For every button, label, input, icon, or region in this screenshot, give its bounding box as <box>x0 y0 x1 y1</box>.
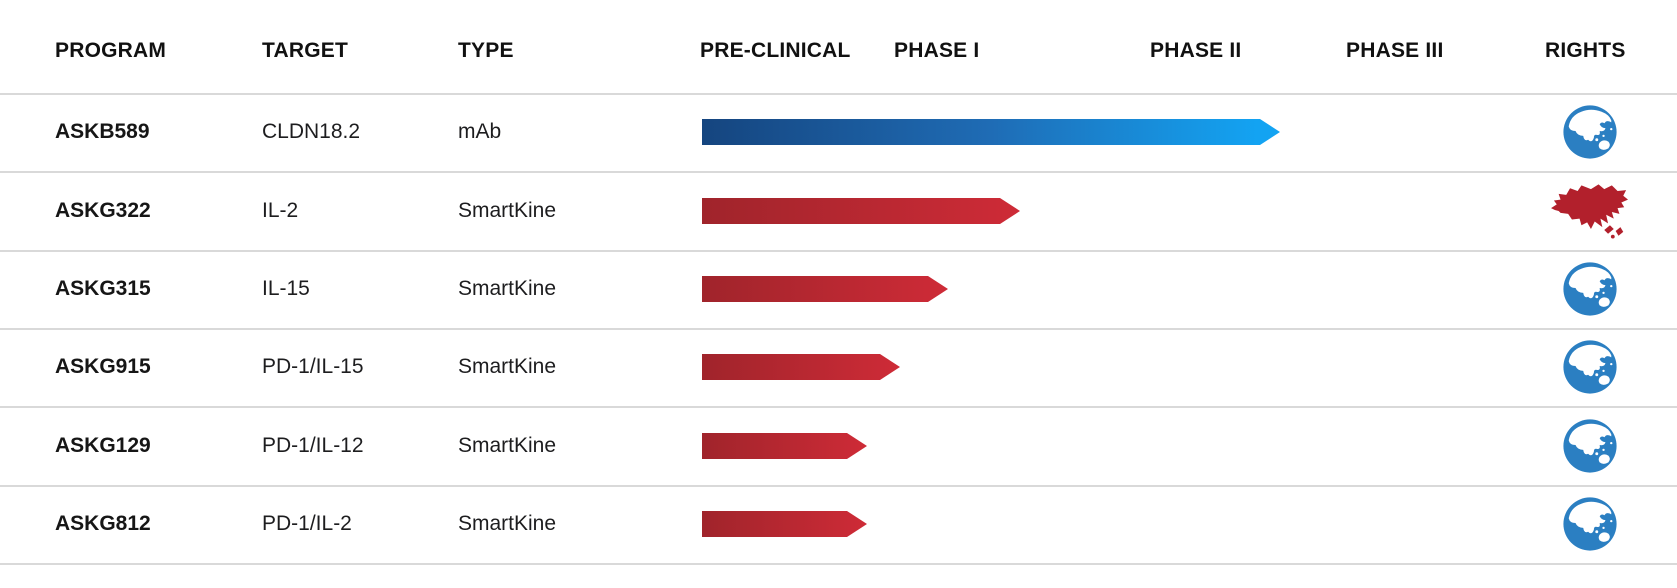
rights-cell <box>1561 260 1619 318</box>
rights-cell <box>1561 495 1619 553</box>
column-header-target: TARGET <box>262 39 348 62</box>
phase-progress-arrow <box>702 276 948 302</box>
column-header-type: TYPE <box>458 39 514 62</box>
pipeline-row-askb589: ASKB589 CLDN18.2 mAb <box>0 93 1677 173</box>
program-name: ASKB589 <box>55 120 150 143</box>
program-name: ASKG915 <box>55 355 151 378</box>
type-label: mAb <box>458 120 502 143</box>
column-header-phase-3: PHASE III <box>1346 39 1444 62</box>
globe-icon <box>1563 262 1617 316</box>
rights-cell <box>1561 103 1619 161</box>
target-label: PD-1/IL-15 <box>262 355 364 378</box>
column-header-phase-2: PHASE II <box>1150 39 1242 62</box>
type-label: SmartKine <box>458 355 557 378</box>
rights-cell <box>1550 183 1630 240</box>
program-name: ASKG812 <box>55 512 151 535</box>
target-label: CLDN18.2 <box>262 120 361 143</box>
column-header-preclinical: PRE-CLINICAL <box>700 39 851 62</box>
phase-progress-arrow <box>702 433 867 459</box>
phase-progress-arrow <box>702 354 900 380</box>
pipeline-row-askg129: ASKG129 PD-1/IL-12 SmartKine <box>0 407 1677 487</box>
phase-progress-arrow <box>702 511 867 537</box>
globe-icon <box>1563 497 1617 551</box>
program-name: ASKG129 <box>55 434 151 457</box>
column-header-rights: RIGHTS <box>1545 39 1626 62</box>
type-label: SmartKine <box>458 199 557 222</box>
globe-icon <box>1563 419 1617 473</box>
program-name: ASKG322 <box>55 199 151 222</box>
type-label: SmartKine <box>458 512 557 535</box>
target-label: IL-2 <box>262 199 299 222</box>
target-label: PD-1/IL-2 <box>262 512 352 535</box>
type-label: SmartKine <box>458 277 557 300</box>
globe-icon <box>1563 105 1617 159</box>
column-header-phase-1: PHASE I <box>894 39 980 62</box>
type-label: SmartKine <box>458 434 557 457</box>
table-header-row: PROGRAM TARGET TYPE PRE-CLINICAL PHASE I… <box>0 0 1677 95</box>
pipeline-row-askg812: ASKG812 PD-1/IL-2 SmartKine <box>0 485 1677 565</box>
pipeline-row-askg315: ASKG315 IL-15 SmartKine <box>0 250 1677 330</box>
globe-icon <box>1563 340 1617 394</box>
asia-map-icon <box>1551 184 1628 239</box>
target-label: IL-15 <box>262 277 310 300</box>
target-label: PD-1/IL-12 <box>262 434 364 457</box>
pipeline-row-askg915: ASKG915 PD-1/IL-15 SmartKine <box>0 328 1677 408</box>
phase-progress-arrow <box>702 198 1020 224</box>
rights-cell <box>1561 417 1619 475</box>
phase-progress-arrow <box>702 119 1280 145</box>
program-name: ASKG315 <box>55 277 151 300</box>
column-header-program: PROGRAM <box>55 39 167 62</box>
pipeline-row-askg322: ASKG322 IL-2 SmartKine <box>0 172 1677 252</box>
rights-cell <box>1561 338 1619 396</box>
